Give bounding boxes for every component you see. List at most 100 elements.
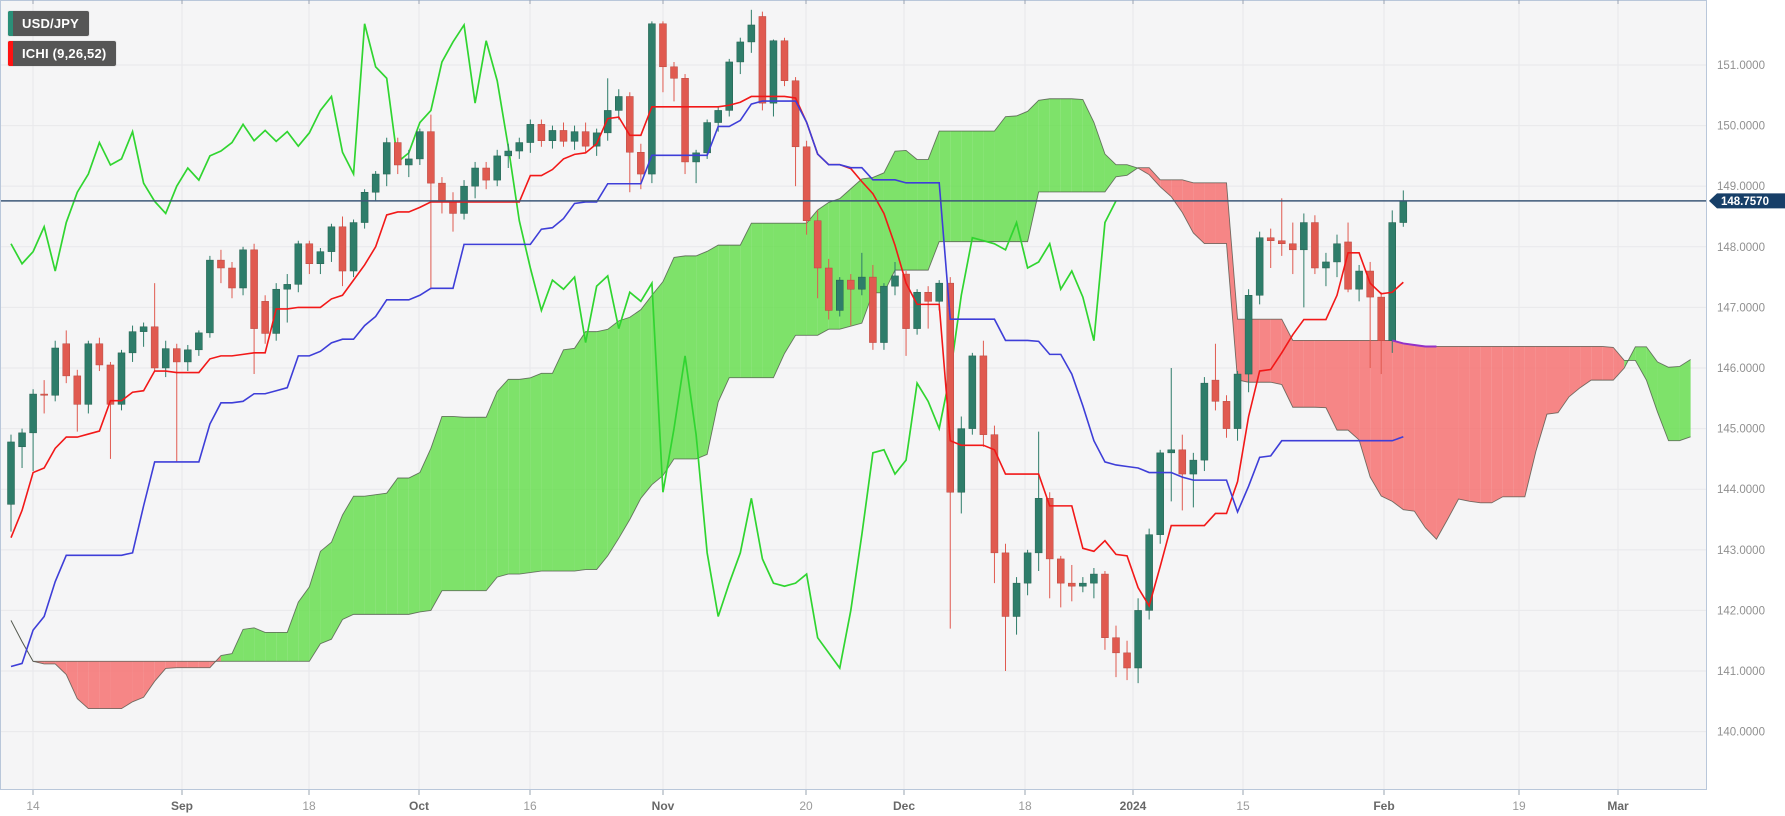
symbol-color-bar — [8, 11, 13, 36]
candle-down — [559, 130, 568, 142]
y-axis-label: 148.0000 — [1717, 242, 1765, 254]
candle-up — [1322, 261, 1330, 269]
candle-down — [847, 279, 855, 290]
y-axis-labels: 151.0000 150.0000 149.0000 148.0000 147.0000… — [1717, 60, 1765, 739]
candlesticks — [7, 9, 1408, 684]
candle-up — [1300, 222, 1308, 251]
y-axis-label: 144.0000 — [1717, 484, 1765, 496]
candle-up — [1388, 222, 1396, 341]
candle-down — [217, 259, 225, 269]
y-axis-label: 147.0000 — [1717, 302, 1765, 314]
candle-down — [1112, 637, 1120, 654]
candle-up — [891, 275, 899, 287]
candle-up — [615, 96, 623, 111]
plot-border — [0, 0, 1707, 795]
candle-down — [173, 348, 181, 363]
y-axis-label: 143.0000 — [1717, 545, 1765, 557]
candle-down — [813, 220, 822, 269]
x-axis-label: Mar — [1607, 799, 1629, 813]
candle-down — [979, 355, 988, 435]
candle-down — [626, 96, 634, 153]
candle-down — [537, 124, 546, 141]
candle-up — [1233, 373, 1242, 429]
candle-up — [957, 428, 966, 493]
candle-up — [1156, 452, 1164, 535]
tenkan-sen-line — [10, 95, 1404, 608]
candle-down — [758, 16, 767, 104]
candle-up — [747, 24, 756, 43]
candle-up — [360, 191, 369, 223]
candle-down — [1001, 552, 1010, 617]
candle-up — [1189, 459, 1198, 475]
candle-down — [1377, 296, 1385, 341]
candle-down — [427, 131, 435, 184]
candle-up — [460, 185, 468, 214]
kijun-sen-line — [10, 100, 1404, 668]
candle-up — [1134, 610, 1142, 669]
candle-up — [935, 282, 943, 302]
ichimoku-cloud — [11, 98, 1691, 709]
candle-up — [371, 173, 380, 193]
candle-up — [504, 150, 512, 157]
indicator-legend-chip[interactable]: ICHI (9,26,52) — [8, 41, 117, 66]
x-axis-label: 14 — [26, 799, 40, 813]
candle-down — [228, 267, 236, 289]
candle-down — [1101, 573, 1109, 638]
chikou-span-line — [10, 22, 1117, 671]
candle-up — [526, 124, 535, 143]
candle-down — [681, 78, 689, 163]
candle-up — [405, 158, 413, 166]
y-axis-label: 145.0000 — [1717, 424, 1765, 436]
x-axis-label: 15 — [1236, 799, 1250, 813]
candle-down — [40, 393, 48, 396]
candle-up — [858, 276, 866, 290]
candle-up — [648, 23, 656, 175]
symbol-legend-chip[interactable]: USD/JPY — [8, 11, 90, 36]
candle-down — [869, 276, 877, 343]
x-axis-label: 19 — [1512, 799, 1526, 813]
candle-up — [493, 155, 501, 181]
candle-down — [95, 343, 104, 366]
last-price-badge: 148.7570 — [1709, 193, 1785, 209]
candle-up — [195, 332, 203, 351]
candle-up — [1200, 382, 1209, 461]
candle-down — [261, 301, 269, 334]
candle-up — [725, 61, 733, 111]
x-axis-label: 16 — [523, 799, 537, 813]
candle-down — [150, 326, 159, 369]
candle-down — [482, 167, 490, 181]
candle-up — [18, 432, 26, 448]
candle-down — [659, 23, 667, 68]
candle-up — [692, 152, 700, 163]
candle-up — [603, 110, 612, 134]
x-axis-label: Oct — [409, 799, 429, 813]
badge-price-text: 148.7570 — [1721, 196, 1769, 208]
candle-down — [902, 273, 910, 329]
candle-down — [1311, 222, 1319, 269]
candle-up — [471, 167, 479, 187]
y-axis-label: 141.0000 — [1717, 666, 1765, 678]
x-axis-label: Sep — [171, 799, 193, 813]
candle-down — [924, 291, 932, 302]
candle-down — [438, 182, 446, 202]
x-axis-label: Nov — [652, 799, 675, 813]
candle-up — [1255, 237, 1264, 296]
candle-up — [836, 279, 844, 311]
candle-up — [1145, 534, 1153, 611]
candle-down — [780, 40, 789, 81]
candle-down — [1068, 582, 1076, 587]
candle-down — [1123, 652, 1131, 669]
candle-up — [880, 285, 888, 343]
candle-up — [913, 291, 921, 329]
candle-up — [968, 355, 977, 429]
y-axis-label: 150.0000 — [1717, 121, 1765, 133]
candle-down — [1289, 243, 1297, 251]
candle-down — [62, 343, 70, 377]
y-axis-label: 149.0000 — [1717, 181, 1765, 193]
candle-up — [1034, 498, 1043, 554]
candle-up — [139, 326, 148, 332]
candle-down — [1178, 449, 1187, 475]
candle-up — [382, 142, 391, 175]
candle-up — [416, 131, 424, 160]
